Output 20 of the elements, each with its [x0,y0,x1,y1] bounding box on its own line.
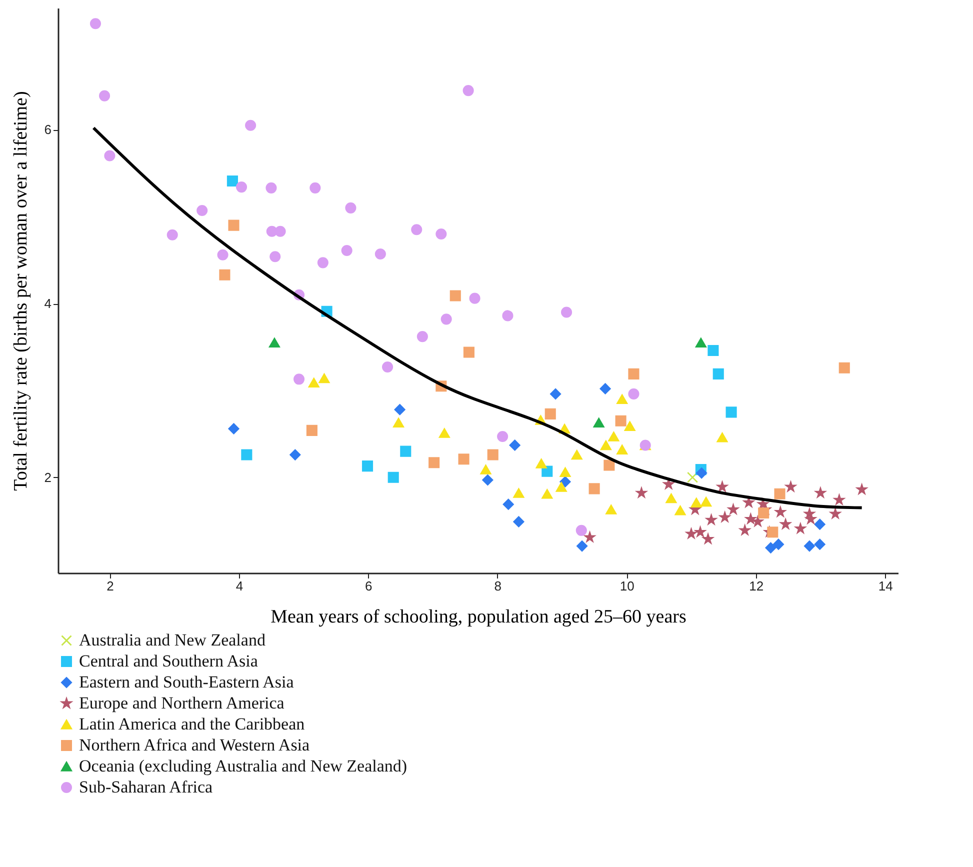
legend-label: Central and Southern Asia [79,652,258,670]
legend-label: Australia and New Zealand [79,630,266,650]
x-axis-title: Mean years of schooling, population aged 25–60 years [270,606,686,628]
legend-label: Sub-Saharan Africa [79,778,214,796]
legend-label: Eastern and South-Eastern Asia [79,672,294,692]
y-tick-label: 2 [44,470,52,485]
y-tick-label: 4 [44,296,52,312]
legend-label: Europe and Northern America [79,694,285,712]
y-axis-title: Total fertility rate (births per woman over a lifetime) [10,91,32,491]
x-tick-label: 10 [620,578,634,594]
legend-label: Northern Africa and Western Asia [79,736,310,754]
x-tick-label: 6 [365,578,372,594]
legend-label: Latin America and the Caribbean [79,714,306,734]
x-tick-label: 4 [236,578,244,594]
x-tick-label: 12 [749,578,764,594]
x-tick-label: 14 [878,578,893,594]
x-tick-label: 8 [494,578,502,594]
y-tick-label: 6 [44,122,52,138]
legend-label: Oceania (excluding Australia and New Zealand) [79,756,408,776]
x-tick-label: 2 [106,578,114,594]
